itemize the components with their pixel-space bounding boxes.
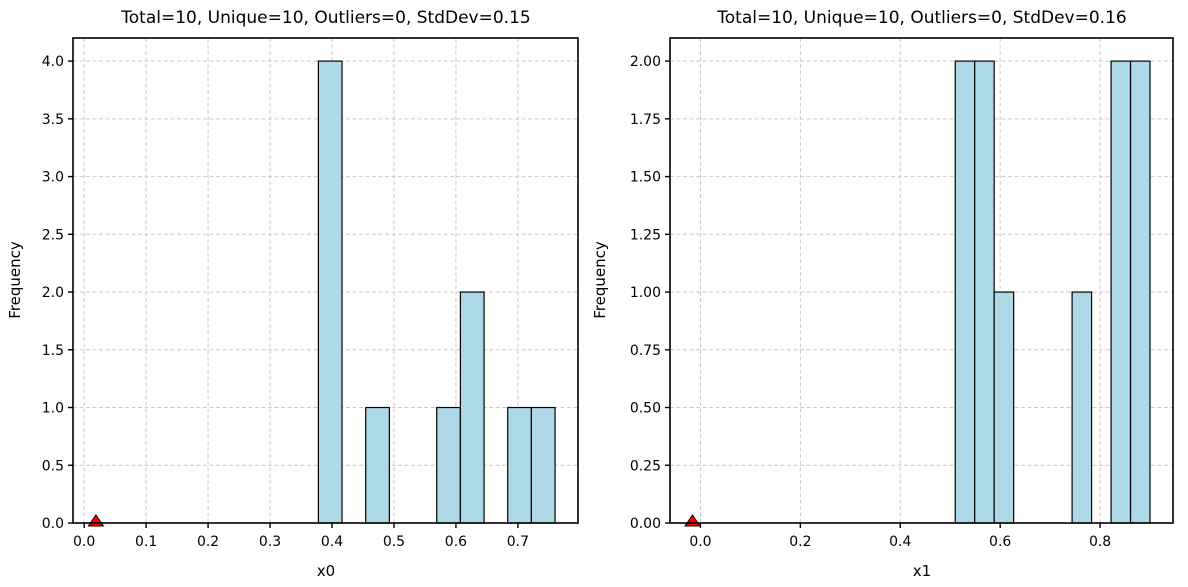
y-tick-label: 1.75 bbox=[630, 112, 661, 128]
y-tick-label: 0.50 bbox=[630, 401, 661, 417]
x-tick-label: 0.0 bbox=[73, 534, 95, 550]
histogram-bar bbox=[459, 291, 485, 524]
right-histogram-axes: 0.0 0.2 0.4 0.6 0.8 0.00 0.25 0.50 0.75 1.00 1.25 1… bbox=[630, 37, 1174, 550]
y-tick-label: 1.0 bbox=[42, 401, 64, 417]
y-tick-label: 3.0 bbox=[42, 170, 64, 186]
x-tick-label: 0.5 bbox=[383, 534, 405, 550]
left-plot-title: Total=10, Unique=10, Outliers=0, StdDev=… bbox=[120, 8, 530, 28]
histogram-bar bbox=[530, 406, 556, 524]
y-tick-label: 2.5 bbox=[42, 227, 64, 243]
axes-frame bbox=[72, 37, 579, 524]
x-tick-label: 0.6 bbox=[989, 534, 1011, 550]
y-tick-label: 1.50 bbox=[630, 170, 661, 186]
histogram-bar bbox=[954, 60, 976, 524]
histogram-bar bbox=[1071, 291, 1093, 524]
x-tick-label: 0.0 bbox=[689, 534, 711, 550]
x-tick-label: 0.7 bbox=[507, 534, 529, 550]
right-xaxis-label: x1 bbox=[913, 562, 931, 580]
histogram-bar bbox=[974, 60, 995, 524]
right-plot-title: Total=10, Unique=10, Outliers=0, StdDev=… bbox=[716, 8, 1126, 28]
x-tick-label: 0.3 bbox=[259, 534, 281, 550]
left-xaxis-label: x0 bbox=[317, 562, 335, 580]
right-yaxis-label: Frequency bbox=[591, 241, 609, 319]
histogram-bar bbox=[507, 406, 533, 524]
y-tick-label: 0.25 bbox=[630, 458, 661, 474]
histogram-bar bbox=[1129, 60, 1151, 524]
x-tick-label: 0.4 bbox=[889, 534, 911, 550]
plot-background bbox=[670, 38, 1173, 523]
y-tick-label: 3.5 bbox=[42, 112, 64, 128]
x-tick-label: 0.2 bbox=[197, 534, 219, 550]
x-tick-label: 0.2 bbox=[789, 534, 811, 550]
histogram-bar bbox=[317, 60, 343, 524]
axes-frame bbox=[669, 37, 1174, 524]
left-yaxis-label: Frequency bbox=[6, 241, 24, 319]
x-tick-label: 0.8 bbox=[1089, 534, 1111, 550]
y-tick-label: 0.75 bbox=[630, 343, 661, 359]
histogram-bar bbox=[993, 291, 1015, 524]
histogram-bar bbox=[436, 406, 461, 524]
y-tick-label: 0.0 bbox=[42, 516, 64, 532]
y-tick-label: 0.5 bbox=[42, 458, 64, 474]
y-tick-label: 4.0 bbox=[42, 54, 64, 70]
y-tick-label: 0.00 bbox=[630, 516, 661, 532]
histogram-bar bbox=[365, 406, 390, 524]
x-tick-label: 0.4 bbox=[321, 534, 343, 550]
y-tick-label: 1.25 bbox=[630, 227, 661, 243]
histogram-bar bbox=[1110, 60, 1132, 524]
y-tick-label: 2.00 bbox=[630, 54, 661, 70]
y-tick-label: 2.0 bbox=[42, 285, 64, 301]
y-tick-label: 1.5 bbox=[42, 343, 64, 359]
x-tick-label: 0.6 bbox=[445, 534, 467, 550]
y-tick-label: 1.00 bbox=[630, 285, 661, 301]
left-histogram-axes: 0.0 0.1 0.2 0.3 0.4 0.5 0.6 0.7 0.0 0.5 1.0 1.5 2.0 2… bbox=[42, 37, 579, 550]
x-tick-label: 0.1 bbox=[135, 534, 157, 550]
